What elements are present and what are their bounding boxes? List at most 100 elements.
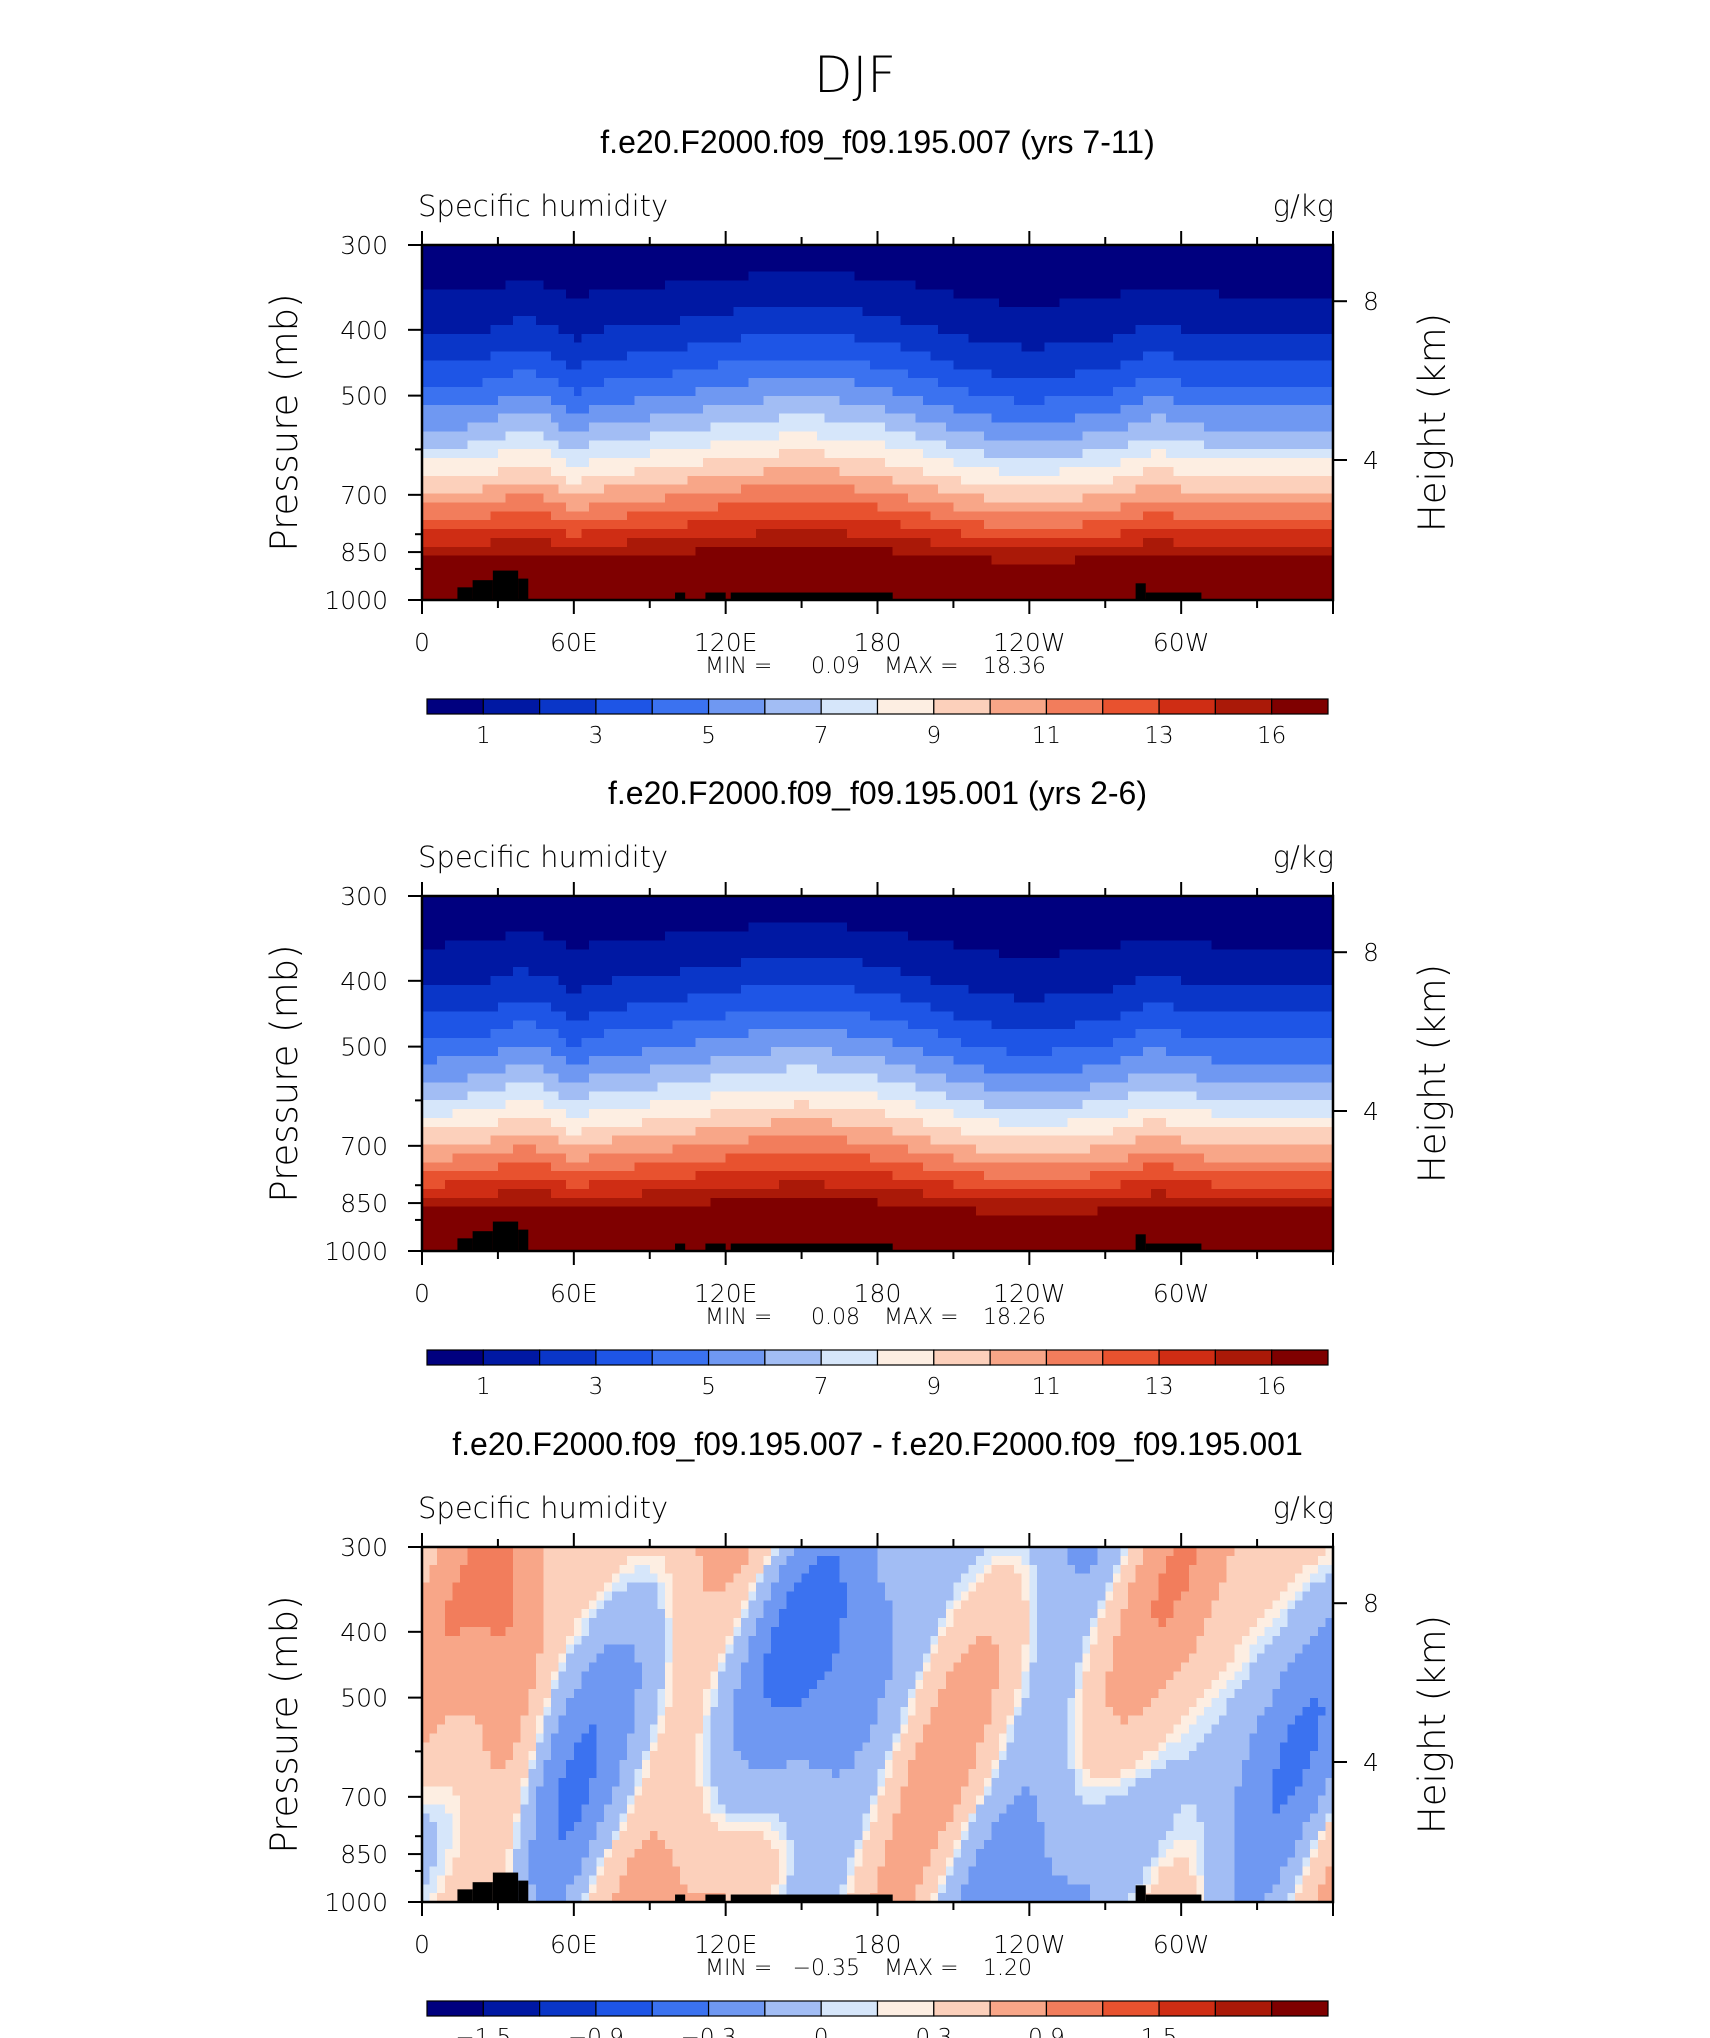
heatmap-cell (513, 351, 522, 361)
heatmap-cell (1150, 369, 1159, 379)
heatmap-cell (1029, 520, 1038, 530)
heatmap-cell (452, 253, 461, 264)
heatmap-cell (589, 342, 598, 353)
heatmap-cell (725, 262, 734, 273)
heatmap-cell (680, 316, 689, 326)
heatmap-cell (1105, 546, 1114, 557)
heatmap-cell (695, 520, 704, 530)
heatmap-cell (1059, 511, 1068, 521)
heatmap-cell (771, 280, 780, 290)
heatmap-cell (968, 529, 977, 539)
heatmap-cell (1090, 262, 1099, 273)
heatmap-cell (1105, 298, 1114, 308)
heatmap-cell (1105, 555, 1114, 566)
heatmap-cell (1128, 555, 1137, 566)
heatmap-cell (649, 271, 658, 282)
heatmap-cell (763, 316, 772, 326)
heatmap-cell (710, 307, 719, 317)
heatmap-cell (619, 591, 628, 601)
heatmap-cell (1257, 458, 1266, 468)
heatmap-cell (1090, 360, 1099, 370)
heatmap-cell (1287, 458, 1296, 468)
heatmap-cell (702, 387, 712, 397)
heatmap-cell (1325, 520, 1334, 530)
heatmap-cell (725, 422, 734, 432)
heatmap-cell (885, 573, 894, 583)
heatmap-cell (467, 546, 476, 557)
heatmap-cell (452, 484, 461, 495)
heatmap-cell (535, 431, 545, 441)
heatmap-cell (824, 369, 833, 379)
heatmap-cell (619, 440, 628, 450)
panel-subtitle-left: Specific humidity (418, 189, 668, 223)
heatmap-cell (1021, 289, 1030, 299)
heatmap-cell (657, 387, 666, 397)
heatmap-cell (497, 546, 507, 557)
heatmap-cell (1211, 502, 1220, 512)
heatmap-cell (513, 271, 522, 282)
heatmap-cell (452, 440, 461, 450)
heatmap-cell (505, 511, 514, 521)
heatmap-cell (520, 511, 529, 521)
heatmap-cell (505, 351, 514, 361)
heatmap-cell (1196, 529, 1205, 539)
heatmap-cell (490, 271, 499, 282)
heatmap-cell (892, 262, 901, 273)
heatmap-cell (991, 475, 1000, 486)
heatmap-cell (725, 511, 734, 521)
heatmap-cell (1158, 466, 1167, 477)
heatmap-cell (1310, 307, 1319, 317)
heatmap-cell (664, 360, 674, 370)
heatmap-cell (1067, 307, 1076, 317)
heatmap-cell (1257, 529, 1266, 539)
heatmap-cell (1219, 582, 1228, 592)
heatmap-cell (672, 431, 681, 441)
heatmap-cell (1021, 245, 1030, 255)
heatmap-cell (626, 484, 636, 495)
heatmap-cell (642, 529, 651, 539)
heatmap-cell (1097, 520, 1106, 530)
heatmap-cell (945, 342, 955, 353)
heatmap-cell (1325, 422, 1334, 432)
heatmap-cell (1074, 378, 1084, 388)
heatmap-cell (710, 475, 719, 486)
heatmap-cell (983, 484, 992, 495)
heatmap-cell (1143, 449, 1152, 459)
heatmap-cell (938, 502, 947, 512)
heatmap-cell (444, 298, 453, 308)
heatmap-cell (1295, 413, 1304, 424)
heatmap-cell (1029, 369, 1038, 379)
heatmap-cell (915, 245, 924, 255)
heatmap-cell (968, 342, 977, 353)
heatmap-cell (1173, 466, 1182, 477)
heatmap-cell (793, 333, 803, 344)
heatmap-cell (1211, 369, 1220, 379)
heatmap-cell (611, 573, 620, 583)
heatmap-cell (604, 546, 613, 557)
heatmap-cell (558, 316, 567, 326)
heatmap-cell (422, 537, 431, 548)
heatmap-cell (482, 369, 491, 379)
heatmap-cell (664, 395, 674, 406)
heatmap-cell (756, 458, 765, 468)
heatmap-cell (642, 289, 651, 299)
heatmap-cell (695, 449, 704, 459)
heatmap-cell (869, 475, 879, 486)
heatmap-cell (771, 387, 780, 397)
heatmap-cell (793, 537, 803, 548)
heatmap-cell (1181, 511, 1190, 521)
heatmap-cell (1135, 369, 1144, 379)
heatmap-cell (885, 555, 894, 566)
heatmap-cell (459, 245, 469, 255)
heatmap-cell (1082, 404, 1091, 415)
heatmap-cell (1143, 493, 1152, 503)
heatmap-cell (1021, 378, 1030, 388)
heatmap-cell (482, 555, 491, 566)
heatmap-cell (1219, 555, 1228, 566)
heatmap-cell (1325, 395, 1334, 406)
heatmap-cell (1105, 324, 1114, 335)
heatmap-cell (998, 591, 1008, 601)
heatmap-cell (885, 387, 894, 397)
heatmap-cell (1181, 546, 1190, 557)
heatmap-cell (1128, 573, 1137, 583)
